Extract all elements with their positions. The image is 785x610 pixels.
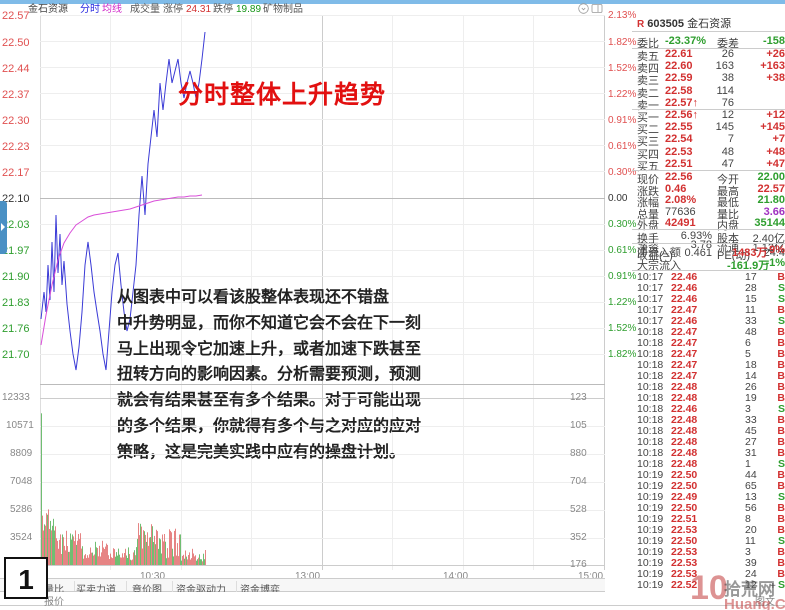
svg-text:Huang.CN: Huang.CN bbox=[724, 596, 785, 610]
svg-text:10: 10 bbox=[690, 569, 728, 607]
